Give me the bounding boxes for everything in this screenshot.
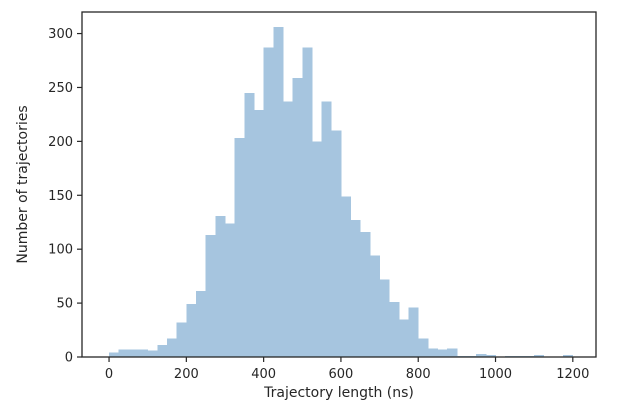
x-tick-label: 400 [251,367,276,382]
plot-frame [81,11,597,358]
histogram-bar [253,110,265,357]
y-axis-label: Number of trajectories [15,105,31,263]
x-axis-label: Trajectory length (ns) [263,385,414,401]
y-tick-label: 0 [65,351,73,366]
y-tick-label: 250 [48,81,73,96]
x-tick-label: 1200 [556,367,589,382]
y-tick-label: 200 [48,135,73,150]
histogram-bar [379,279,390,358]
x-tick-label: 600 [329,367,354,382]
histogram-bar [109,352,120,357]
x-tick-label: 0 [105,367,113,382]
y-tick-label: 100 [48,243,73,258]
histogram-bar [176,322,187,357]
histogram-bar [215,215,226,357]
histogram-bar [408,307,419,357]
histogram-bar [321,101,332,357]
histogram-bar [485,354,496,357]
x-tick-label: 1000 [479,367,512,382]
histogram-bar [350,220,361,357]
histogram-bar [147,350,158,357]
histogram-bar [398,319,409,357]
histogram-bar [331,130,342,357]
histogram-bar [360,231,371,357]
histogram-bar [476,353,487,357]
histogram-bar [418,338,429,357]
histogram-bar [167,338,178,357]
histogram-bar [311,141,323,358]
histogram-bar [389,302,400,357]
y-tick-label: 50 [56,297,73,312]
y-tick-label: 150 [48,189,73,204]
x-tick-label: 800 [406,367,431,382]
histogram-bar [427,348,438,358]
histogram-bar [369,255,380,357]
histogram-bar [128,349,139,357]
histogram-bar [224,223,236,357]
histogram-bar [196,291,207,357]
histogram-bar [447,348,458,358]
histogram-bar [563,354,574,357]
histogram-bar [234,138,245,357]
x-axis-ticks: 0 200 400 600 800 1000 1200 [105,357,589,382]
histogram-bar [437,349,448,357]
y-tick-label: 300 [48,27,73,42]
histogram-bar [118,349,129,357]
histogram-bar [244,92,255,358]
histogram-bar [263,47,274,357]
histogram-bar [282,101,294,357]
histogram-bar [302,47,313,357]
histogram-bar [273,27,284,358]
y-axis-ticks: 0 50 100 150 200 250 300 [48,27,82,366]
histogram-bar [186,304,197,357]
histogram-bar [292,77,303,358]
histogram-bar [340,196,351,357]
histogram-bar [138,349,149,357]
x-tick-label: 200 [174,367,199,382]
histogram-bar [205,235,216,357]
histogram-bar [157,345,168,357]
histogram-bar [534,354,545,357]
histogram-bars [109,27,574,358]
